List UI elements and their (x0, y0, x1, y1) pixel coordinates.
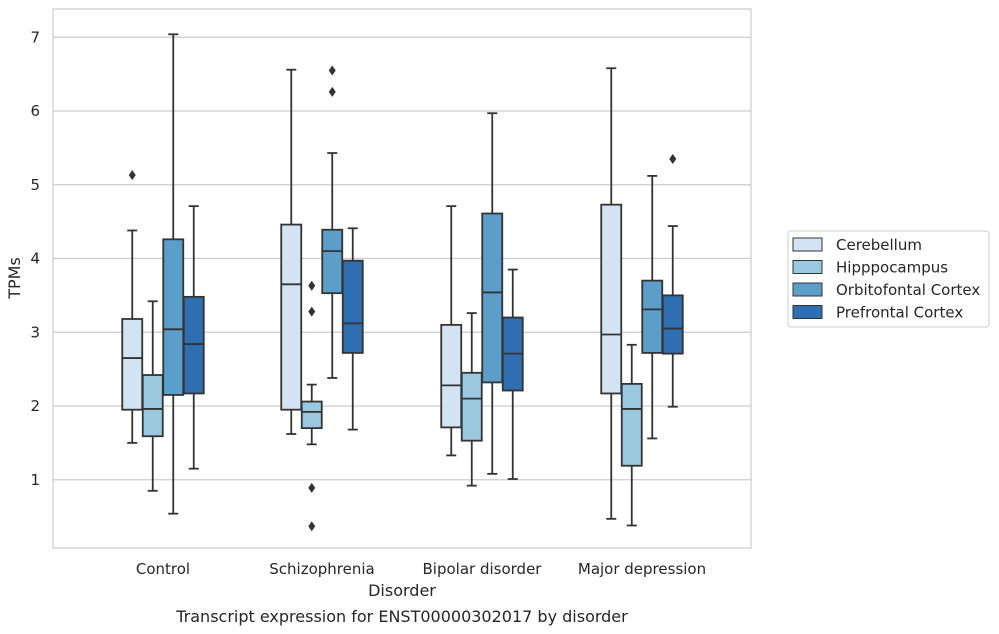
iqr-box (321, 228, 344, 295)
box-cerebellum (121, 170, 144, 444)
legend-label: Cerebellum (836, 236, 922, 254)
y-tick-label: 6 (30, 102, 40, 120)
iqr-box (460, 371, 483, 442)
box-cerebellum (440, 205, 463, 457)
y-tick-label: 4 (30, 250, 40, 268)
legend-swatch (792, 260, 823, 274)
chart-caption: Transcript expression for ENST0000030201… (175, 607, 628, 626)
iqr-box (280, 223, 303, 411)
legend-swatch (792, 282, 823, 297)
iqr-box (341, 259, 364, 354)
outlier-point (669, 153, 677, 164)
box-hipppocampus (620, 343, 643, 527)
legend-label: Orbitofontal Cortex (836, 281, 980, 299)
box-prefrontal-cortex (341, 227, 364, 431)
box-hipppocampus (300, 280, 323, 532)
legend: Cerebellum Hipppocampus Orbitofontal Corte… (787, 230, 990, 328)
y-axis-label: TPMs (5, 257, 24, 300)
box-plots (121, 33, 684, 532)
box-prefrontal-cortex (182, 205, 205, 470)
legend-label: Hipppocampus (836, 259, 948, 277)
x-tick-label: Schizophrenia (269, 560, 374, 578)
box-hipppocampus (460, 312, 483, 487)
outlier-point (308, 280, 316, 291)
box-cerebellum (280, 68, 303, 435)
box-prefrontal-cortex (661, 153, 684, 408)
box-orbitofontal-cortex (641, 174, 664, 440)
x-tick-labels: Control Schizophrenia Bipolar disorder Majo… (136, 560, 706, 578)
iqr-box (182, 295, 205, 395)
iqr-box (121, 318, 144, 411)
y-tick-label: 5 (30, 176, 40, 194)
y-tick-labels: 1 2 3 4 5 6 7 (30, 28, 40, 489)
iqr-box (162, 238, 185, 396)
iqr-box (620, 382, 643, 467)
y-tick-label: 3 (30, 323, 40, 341)
outlier-point (308, 482, 316, 493)
outlier-point (128, 170, 136, 181)
iqr-box (641, 279, 664, 354)
y-tick-label: 7 (30, 28, 40, 46)
x-tick-label: Major depression (578, 560, 706, 578)
iqr-box (440, 323, 463, 429)
box-prefrontal-cortex (501, 268, 524, 480)
legend-swatch (792, 305, 823, 319)
y-tick-label: 2 (30, 397, 40, 415)
box-orbitofontal-cortex (162, 33, 185, 515)
box-hipppocampus (141, 300, 164, 492)
outlier-point (328, 86, 336, 97)
outlier-point (308, 306, 316, 317)
outlier-point (328, 65, 336, 76)
box-orbitofontal-cortex (481, 112, 504, 475)
legend-swatch (792, 237, 823, 252)
legend-label: Prefrontal Cortex (836, 304, 963, 322)
legend-frame (787, 230, 990, 328)
x-tick-label: Control (136, 560, 190, 578)
plot-area (52, 8, 752, 549)
box-cerebellum (600, 67, 623, 520)
x-tick-label: Bipolar disorder (423, 560, 543, 578)
iqr-box (141, 374, 164, 438)
iqr-box (661, 294, 684, 355)
x-axis-label: Disorder (368, 581, 436, 600)
box-orbitofontal-cortex (321, 65, 344, 379)
y-tick-label: 1 (30, 471, 40, 489)
iqr-box (300, 400, 323, 430)
iqr-box (481, 212, 504, 384)
outlier-point (308, 521, 316, 532)
iqr-box (600, 203, 623, 395)
